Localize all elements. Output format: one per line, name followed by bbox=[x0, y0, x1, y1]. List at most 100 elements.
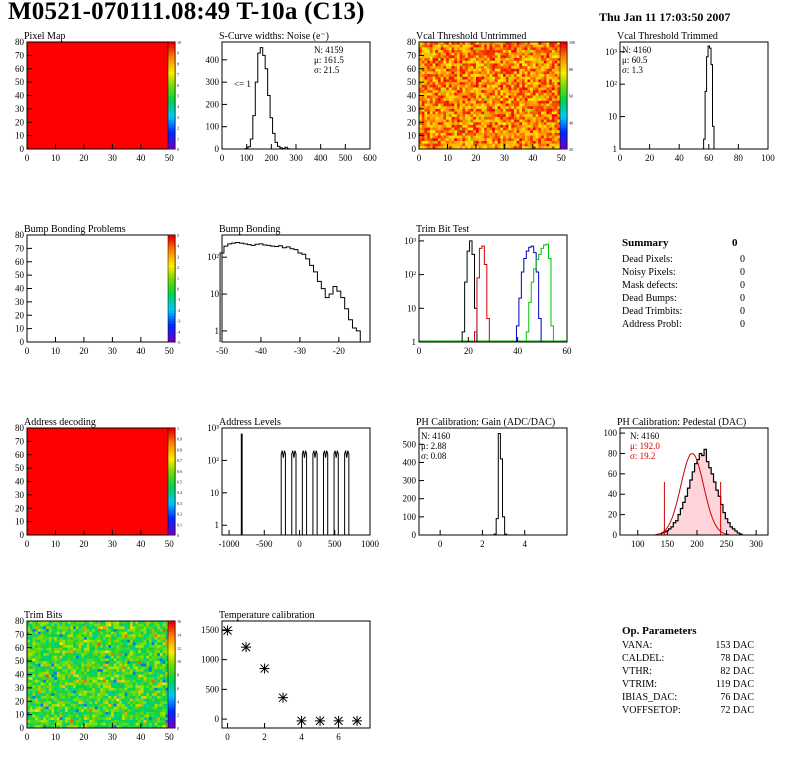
trim-cell bbox=[151, 655, 155, 659]
trim-cell bbox=[111, 623, 115, 627]
vcal-cell bbox=[473, 55, 477, 59]
vcal-cell bbox=[419, 127, 423, 131]
vcal-cell bbox=[456, 135, 460, 139]
trim-cell bbox=[83, 717, 87, 721]
vcal-cell bbox=[459, 60, 463, 64]
trim-cell bbox=[62, 621, 66, 624]
trim-cell bbox=[29, 722, 33, 726]
vcal-cell bbox=[497, 79, 501, 83]
vcal-cell bbox=[532, 52, 536, 56]
trim-cell bbox=[113, 674, 117, 678]
z-scale-cell bbox=[560, 63, 567, 67]
vcal-cell bbox=[549, 106, 553, 110]
z-scale-frame bbox=[167, 427, 176, 536]
z-scale-cell bbox=[168, 140, 175, 145]
trim-cell bbox=[54, 639, 58, 643]
vcal-cell bbox=[465, 124, 469, 128]
vcal-cell bbox=[437, 124, 441, 128]
trim-cell bbox=[154, 714, 158, 718]
trim-cell bbox=[27, 634, 31, 638]
trim-cell bbox=[97, 722, 101, 726]
z-scale-cell bbox=[560, 127, 567, 131]
vcal-cell bbox=[465, 138, 469, 142]
vcal-cell bbox=[421, 84, 425, 88]
vcal-cell bbox=[524, 79, 528, 83]
trim-cell bbox=[27, 639, 31, 643]
vcal-cell bbox=[519, 103, 523, 107]
vcal-cell bbox=[459, 87, 463, 91]
trim-cell bbox=[35, 669, 39, 673]
vcal-cell bbox=[541, 79, 545, 83]
trim-cell bbox=[149, 685, 153, 689]
trim-cell bbox=[151, 690, 155, 694]
x-tick-label: 40 bbox=[528, 153, 538, 163]
trim-cell bbox=[105, 631, 109, 635]
vcal-cell bbox=[538, 76, 542, 80]
trim-cell bbox=[127, 717, 131, 721]
vcal-cell bbox=[516, 47, 520, 51]
trim-cell bbox=[51, 645, 55, 649]
x-tick-label: -20 bbox=[333, 346, 345, 356]
trim-cell bbox=[51, 658, 55, 662]
y-tick-label: 400 bbox=[206, 55, 220, 65]
trim-cell bbox=[116, 669, 120, 673]
trim-cell bbox=[27, 685, 31, 689]
vcal-cell bbox=[456, 87, 460, 91]
vcal-cell bbox=[486, 74, 490, 78]
z-scale-cell bbox=[168, 259, 175, 263]
vcal-cell bbox=[543, 119, 547, 123]
trim-cell bbox=[127, 677, 131, 681]
vcal-cell bbox=[451, 68, 455, 72]
trim-cell bbox=[59, 674, 63, 678]
trim-cell bbox=[78, 701, 82, 705]
z-tick-label: 7 bbox=[177, 72, 179, 77]
vcal-cell bbox=[473, 44, 477, 48]
vcal-cell bbox=[554, 143, 558, 147]
vcal-cell bbox=[546, 74, 550, 78]
z-tick-label: 0.9 bbox=[177, 437, 182, 442]
trim-cell bbox=[162, 671, 166, 675]
trim-cell bbox=[157, 701, 161, 705]
vcal-cell bbox=[513, 63, 517, 67]
y-tick-label: 20 bbox=[15, 117, 25, 127]
trim-cell bbox=[135, 666, 139, 670]
trim-cell bbox=[165, 661, 169, 665]
trim-cell bbox=[70, 703, 74, 707]
vcal-cell bbox=[429, 135, 433, 139]
trim-cell bbox=[151, 709, 155, 713]
trim-cell bbox=[100, 647, 104, 651]
vcal-cell bbox=[505, 103, 509, 107]
trim-cell bbox=[64, 685, 68, 689]
vcal-cell bbox=[443, 114, 447, 118]
vcal-cell bbox=[522, 68, 526, 72]
trim-cell bbox=[130, 693, 134, 697]
trim-cell bbox=[86, 711, 90, 715]
trim-cell bbox=[29, 631, 33, 635]
trim-cell bbox=[29, 637, 33, 641]
z-tick-label: -2 bbox=[177, 308, 180, 313]
trim-cell bbox=[138, 645, 142, 649]
trim-cell bbox=[45, 663, 49, 667]
vcal-cell bbox=[551, 90, 555, 94]
vcal-cell bbox=[489, 100, 493, 104]
x-tick-label: 30 bbox=[108, 539, 118, 549]
trim-cell bbox=[40, 695, 44, 699]
vcal-cell bbox=[419, 108, 423, 112]
vcal-cell bbox=[473, 130, 477, 134]
vcal-cell bbox=[516, 135, 520, 139]
trim-cell bbox=[29, 674, 33, 678]
vcal-cell bbox=[505, 74, 509, 78]
trim-cell bbox=[100, 658, 104, 662]
trim-bit-series-2 bbox=[515, 245, 542, 342]
x-tick-label: 20 bbox=[79, 346, 89, 356]
vcal-cell bbox=[448, 79, 452, 83]
z-scale-cell bbox=[168, 320, 175, 324]
trim-cell bbox=[132, 671, 136, 675]
vcal-cell bbox=[486, 68, 490, 72]
vcal-cell bbox=[505, 84, 509, 88]
vcal-cell bbox=[522, 47, 526, 51]
trim-cell bbox=[116, 671, 120, 675]
trim-cell bbox=[86, 698, 90, 702]
trim-cell bbox=[135, 661, 139, 665]
temperature-point bbox=[259, 663, 270, 674]
